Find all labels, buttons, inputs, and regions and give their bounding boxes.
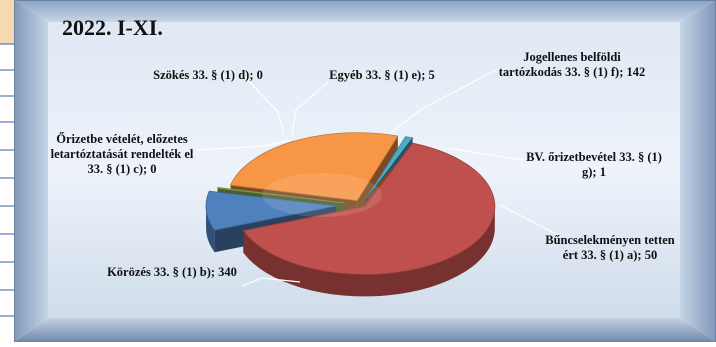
pie-slice	[205, 190, 337, 231]
leader-line	[195, 139, 291, 151]
slice-label-bv: BV. őrizetbevétel 33. § (1) g); 1	[526, 150, 662, 179]
chart-title: 2022. I-XI.	[62, 15, 163, 40]
slice-label-jogellenes: Jogellenes belföldi tartózkodás 33. § (1…	[498, 50, 646, 79]
slice-label-buncselekmeny: Bűncselekményen tetten ért 33. § (1) a);…	[545, 233, 675, 262]
pie-slice-side	[206, 205, 215, 253]
leader-line	[447, 147, 525, 161]
leader-line	[389, 69, 497, 135]
slice-label-szokes: Szökés 33. § (1) d); 0	[153, 68, 263, 82]
slice-label-orizetbe: Őrizetbe vételét, előzetes letartóztatás…	[50, 132, 194, 176]
leader-line	[243, 75, 285, 135]
leader-line	[499, 204, 561, 237]
slice-label-korozes: Körözés 33. § (1) b); 340	[107, 265, 237, 279]
leader-line	[291, 81, 329, 135]
pie-slice	[216, 186, 345, 204]
pie-slice	[242, 142, 496, 275]
pie-highlight	[262, 173, 382, 217]
pie-slice	[364, 137, 414, 202]
pie-slice-side	[243, 206, 495, 297]
leader-line	[241, 277, 301, 287]
pie-slice-face	[357, 136, 398, 223]
pie-slice	[229, 132, 399, 202]
slice-label-egyeb: Egyéb 33. § (1) e); 5	[329, 68, 435, 82]
